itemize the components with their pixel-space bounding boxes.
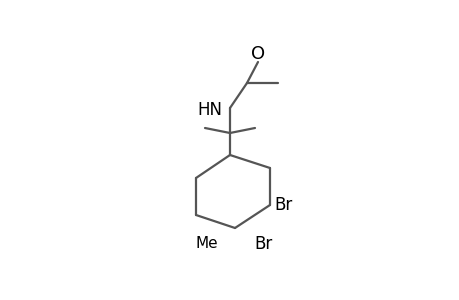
Text: O: O: [251, 45, 264, 63]
Text: Br: Br: [253, 235, 272, 253]
Text: Me: Me: [195, 236, 218, 251]
Text: HN: HN: [196, 101, 222, 119]
Text: Br: Br: [274, 196, 291, 214]
